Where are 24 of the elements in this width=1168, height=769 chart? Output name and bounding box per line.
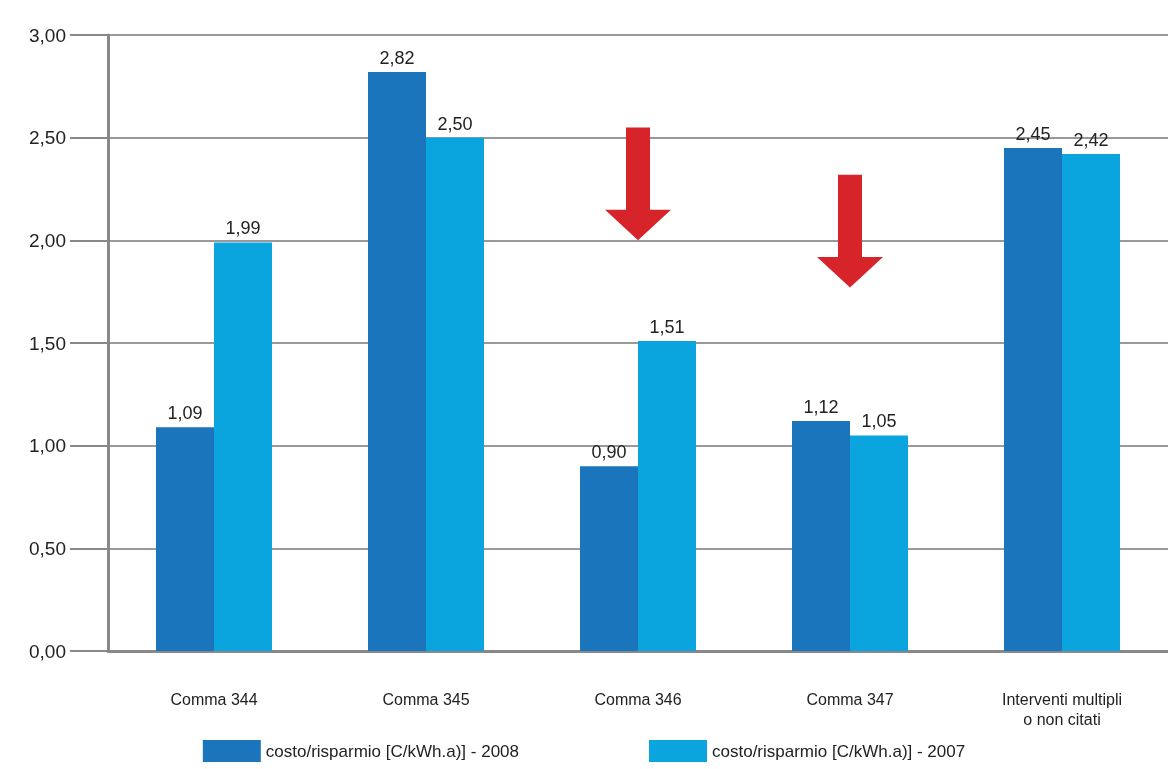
data-label: 2,50 (437, 113, 473, 134)
legend-label: costo/risparmio [C/kWh.a)] - 2008 (265, 741, 520, 761)
x-tick-label: Comma 347 (806, 690, 894, 708)
data-label: 0,90 (591, 442, 627, 463)
x-tick-label: Interventi multipli o non citati (1001, 690, 1123, 728)
y-tick-label: 1,50 (29, 332, 66, 354)
data-label: 1,99 (225, 218, 261, 239)
data-label: 1,05 (861, 411, 897, 432)
x-tick-label: Comma 346 (594, 690, 682, 708)
y-tick-label: 2,00 (29, 229, 66, 251)
data-label: 2,45 (1015, 123, 1051, 144)
x-tick-label: Comma 344 (170, 690, 258, 708)
y-tick-label: 0,50 (29, 537, 66, 559)
y-tick-label: 0,00 (29, 640, 66, 662)
data-label: 1,09 (167, 403, 203, 424)
data-label: 2,82 (379, 47, 415, 68)
x-tick-label: Comma 345 (382, 690, 470, 708)
data-label: 1,51 (649, 316, 685, 337)
y-tick-label: 2,50 (29, 127, 66, 149)
data-label: 1,12 (803, 397, 839, 418)
y-tick-label: 1,00 (29, 435, 66, 457)
legend-label: costo/risparmio [C/kWh.a)] - 2007 (712, 741, 966, 761)
data-label: 2,42 (1073, 130, 1109, 151)
y-tick-label: 3,00 (29, 24, 66, 46)
